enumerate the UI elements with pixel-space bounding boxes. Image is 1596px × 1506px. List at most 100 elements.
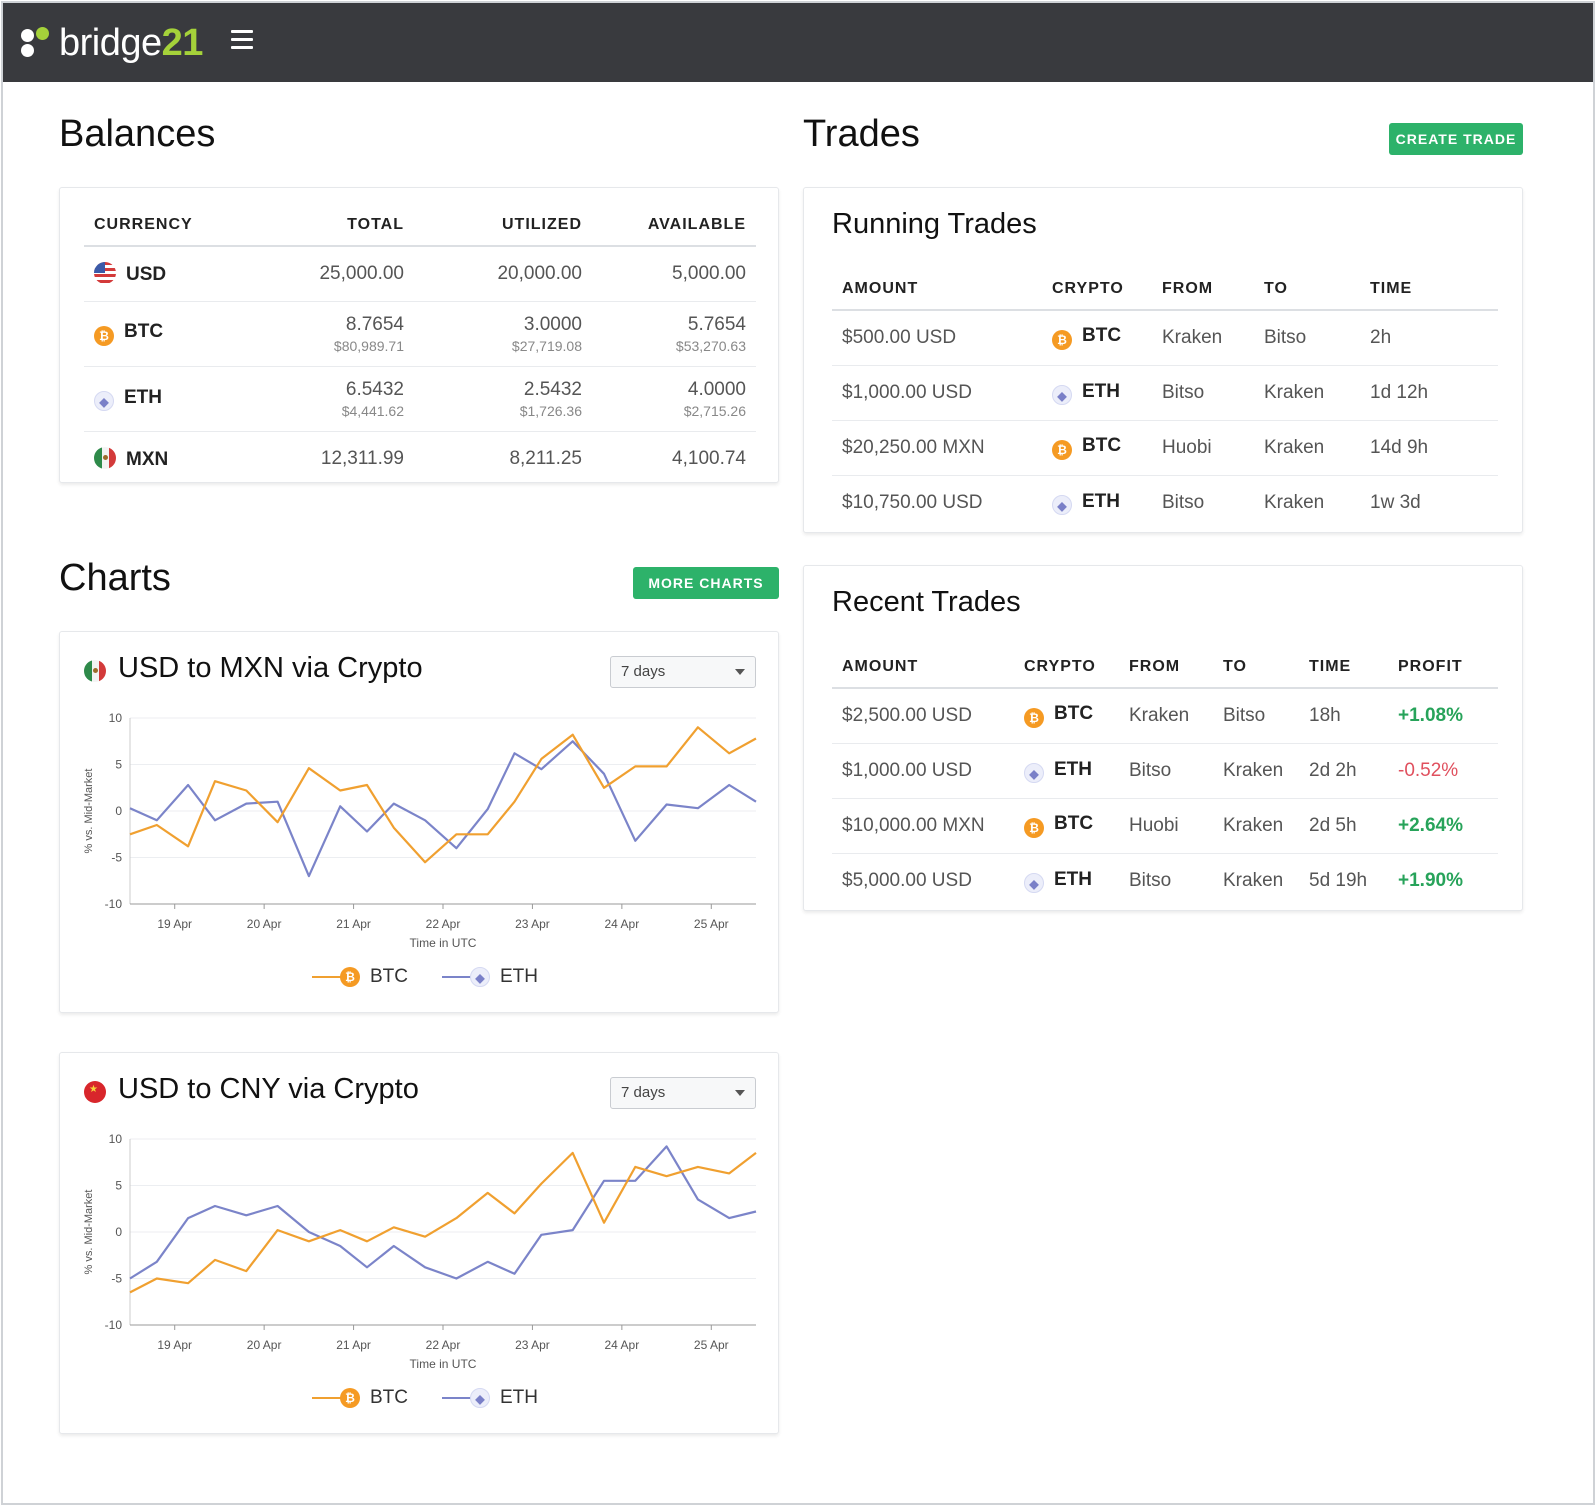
col-currency: CURRENCY — [84, 204, 254, 247]
balance-row-usd: USD 25,000.00 20,000.00 5,000.00 — [84, 246, 756, 302]
legend-item-eth[interactable]: ◆ ETH — [442, 1387, 538, 1409]
total-value: 25,000.00 — [254, 246, 414, 302]
x-axis-label: Time in UTC — [410, 1357, 477, 1371]
bitcoin-icon: ₿ — [94, 326, 114, 346]
chart-card-cny: ★ USD to CNY via Crypto 7 days 10 5 0 -5 -10… — [59, 1052, 779, 1434]
trade-row[interactable]: $500.00 USD ₿ BTC Kraken Bitso 2h — [832, 310, 1498, 366]
series-line-eth — [129, 740, 757, 878]
charts-title: Charts — [59, 557, 171, 599]
us-flag-icon — [94, 261, 116, 284]
col-utilized: UTILIZED — [414, 204, 592, 247]
y-tick-label: -5 — [111, 851, 122, 865]
from-cell: Bitso — [1162, 491, 1205, 513]
range-select[interactable]: 7 days — [610, 656, 756, 688]
legend-item-eth[interactable]: ◆ ETH — [442, 966, 538, 988]
trade-row[interactable]: $10,750.00 USD ◆ ETH Bitso Kraken 1w 3d — [832, 475, 1498, 530]
trades-title: Trades — [803, 113, 920, 155]
x-tick-label: 22 Apr — [426, 1338, 461, 1352]
currency-cell: ₿ BTC — [84, 301, 254, 367]
bitcoin-icon: ₿ — [1024, 708, 1044, 729]
ethereum-icon: ◆ — [470, 1388, 490, 1408]
running-trades-card: Running Trades AMOUNT CRYPTO FROM TO TIM… — [803, 187, 1523, 533]
chevron-down-icon — [735, 669, 745, 675]
ethereum-icon: ◆ — [94, 390, 114, 411]
x-tick-label: 24 Apr — [605, 917, 640, 931]
range-select-value: 7 days — [621, 1084, 666, 1101]
legend-item-btc[interactable]: ₿ BTC — [312, 966, 408, 988]
usd-equivalent: $2,715.26 — [683, 402, 746, 419]
logo-mark-icon — [21, 27, 53, 59]
amount-cell: $10,750.00 USD — [842, 491, 983, 513]
trade-row[interactable]: $20,250.00 MXN ₿ BTC Huobi Kraken 14d 9h — [832, 420, 1498, 476]
x-tick-label: 21 Apr — [336, 1338, 371, 1352]
total-value: 8.7654 $80,989.71 — [254, 301, 414, 367]
from-cell: Huobi — [1152, 420, 1254, 476]
trade-row[interactable]: $2,500.00 USD ₿ BTC Kraken Bitso 18h +1.08% — [832, 688, 1498, 744]
from-cell: Huobi — [1119, 798, 1213, 854]
more-charts-button[interactable]: MORE CHARTS — [633, 567, 779, 599]
y-axis-label: % vs. Mid-Market — [83, 769, 95, 854]
from-cell: Bitso — [1152, 365, 1254, 421]
logo[interactable]: bridge21 — [21, 23, 203, 63]
line-chart: 10 5 0 -5 -10 19 Apr 20 Apr 21 Apr 22 Apr 23 Apr 2… — [83, 711, 757, 950]
usd-equivalent: $4,441.62 — [341, 402, 404, 419]
legend-item-btc[interactable]: ₿ BTC — [312, 1387, 408, 1409]
to-cell: Kraken — [1264, 491, 1325, 513]
time-cell: 18h — [1299, 688, 1388, 744]
ethereum-icon: ◆ — [1024, 872, 1044, 893]
trade-row[interactable]: $1,000.00 USD ◆ ETH Bitso Kraken 2d 2h -0.52% — [832, 743, 1498, 799]
from-cell: Kraken — [1152, 310, 1254, 366]
to-cell: Bitso — [1213, 688, 1299, 744]
ethereum-icon: ◆ — [1052, 494, 1072, 515]
series-line-btc — [129, 726, 757, 864]
mexico-flag-icon — [94, 446, 116, 469]
time-cell: 1d 12h — [1360, 365, 1498, 421]
create-trade-button[interactable]: CREATE TRADE — [1389, 123, 1523, 155]
to-cell: Bitso — [1254, 310, 1360, 366]
top-nav-bar: bridge21 — [3, 3, 1593, 82]
y-tick-label: 10 — [109, 1132, 123, 1146]
ethereum-icon: ◆ — [470, 967, 490, 987]
ethereum-icon: ◆ — [1052, 384, 1072, 405]
time-cell: 5d 19h — [1309, 869, 1368, 891]
x-tick-label: 21 Apr — [336, 917, 371, 931]
hamburger-menu-icon[interactable] — [231, 30, 253, 52]
x-tick-label: 25 Apr — [694, 917, 729, 931]
col-time: TIME — [1299, 646, 1388, 689]
series-line-eth — [129, 1145, 757, 1280]
available-value: 5,000.00 — [592, 246, 756, 302]
crypto-cell: ₿ BTC — [1042, 310, 1152, 366]
time-cell: 2d 2h — [1299, 743, 1388, 799]
balances-table: CURRENCY TOTAL UTILIZED AVAILABLE USD 25,… — [84, 204, 756, 486]
trade-row[interactable]: $1,000.00 USD ◆ ETH Bitso Kraken 1d 12h — [832, 365, 1498, 421]
col-from: FROM — [1119, 646, 1213, 689]
amount-cell: $1,000.00 USD — [832, 365, 1042, 421]
to-cell: Kraken — [1254, 365, 1360, 421]
recent-trades-title: Recent Trades — [832, 586, 1021, 618]
x-tick-label: 24 Apr — [605, 1338, 640, 1352]
amount-cell: $2,500.00 USD — [832, 688, 1014, 744]
col-to: TO — [1213, 646, 1299, 689]
balances-card: CURRENCY TOTAL UTILIZED AVAILABLE USD 25,… — [59, 187, 779, 483]
from-cell: Kraken — [1119, 688, 1213, 744]
bitcoin-icon: ₿ — [1052, 330, 1072, 351]
col-amount: AMOUNT — [832, 268, 1042, 311]
utilized-value: 8,211.25 — [509, 447, 582, 469]
legend-label: BTC — [370, 966, 408, 987]
bitcoin-icon: ₿ — [1024, 818, 1044, 838]
amount-cell: $20,250.00 MXN — [832, 420, 1042, 476]
profit-cell: +2.64% — [1388, 798, 1498, 854]
legend-label: BTC — [370, 1387, 408, 1408]
crypto-cell: ₿ BTC — [1042, 420, 1152, 476]
col-crypto: CRYPTO — [1014, 646, 1119, 689]
col-to: TO — [1254, 268, 1360, 311]
range-select[interactable]: 7 days — [610, 1077, 756, 1109]
profit-cell: +1.08% — [1388, 688, 1498, 744]
currency-cell: USD — [84, 246, 254, 302]
amount-cell: $10,000.00 MXN — [832, 798, 1014, 854]
recent-trades-card: Recent Trades AMOUNT CRYPTO FROM TO TIME… — [803, 565, 1523, 911]
chart-legend: ₿ BTC ◆ ETH — [312, 966, 572, 988]
trade-row[interactable]: $5,000.00 USD ◆ ETH Bitso Kraken 5d 19h +1.90% — [832, 853, 1498, 908]
trade-row[interactable]: $10,000.00 MXN ₿ BTC Huobi Kraken 2d 5h +2.64% — [832, 798, 1498, 854]
from-cell: Bitso — [1119, 743, 1213, 799]
